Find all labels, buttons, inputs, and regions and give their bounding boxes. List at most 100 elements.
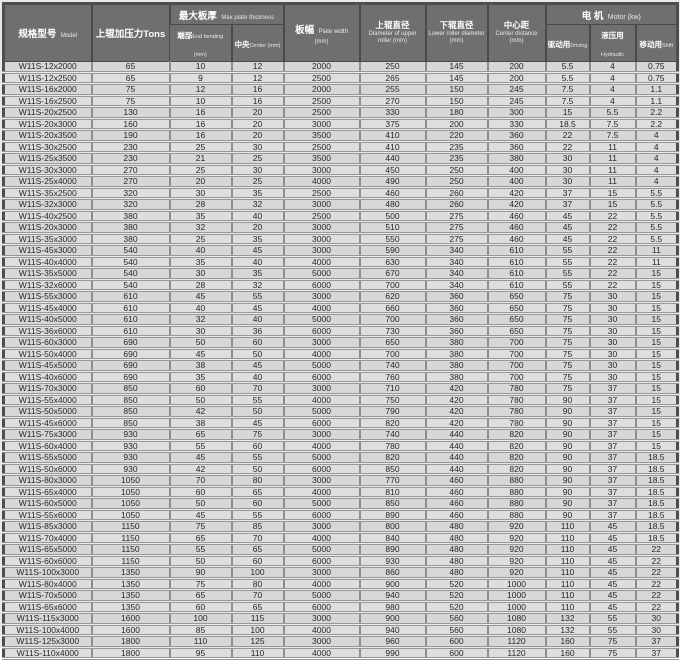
model-cell: W11S-65x4000 [3,486,92,499]
value-cell: 75 [230,428,284,442]
value-cell: 4 [588,72,636,85]
value-cell: 265 [358,72,426,85]
table-row: W11S-65x5000 1150 55 65 5000 890 480 920 110 45 22 [3,543,678,557]
value-cell: 70 [230,532,284,545]
value-cell: 850 [90,405,170,419]
value-cell: 5.5 [634,198,678,212]
value-cell: 380 [90,221,170,235]
value-cell: 40 [230,256,284,269]
value-cell: 45 [588,520,636,534]
table-row: W11S-115x3000 1600 100 115 3000 900 560 1080 132… [3,612,678,626]
value-cell: 15 [634,348,678,361]
model-cell: W11S-75x3000 [3,428,92,442]
value-cell: 1080 [486,612,546,626]
value-cell: 36 [230,325,284,338]
value-cell: 270 [90,164,170,177]
value-cell: 480 [424,543,488,557]
value-cell: 75 [544,382,590,396]
value-cell: 30 [168,325,232,338]
model-cell: W11S-35x5000 [3,267,92,281]
value-cell: 40 [168,302,232,315]
value-cell: 15 [634,440,678,453]
value-cell: 760 [358,371,426,384]
value-cell: 110 [230,647,284,660]
value-cell: 220 [424,129,488,143]
value-cell: 700 [486,371,546,384]
table-row: W11S-50x5000 850 42 50 5000 790 420 780 90 37 15 [3,405,678,419]
value-cell: 37 [588,428,636,442]
value-cell: 45 [544,221,590,235]
header-lower-roller-cn: 下辊直径 [439,20,474,31]
value-cell: 4000 [282,647,360,660]
header-center-distance: 中心距 Center distance (mm) [486,3,547,62]
value-cell: 6000 [282,279,360,292]
value-cell: 28 [168,198,232,212]
table-row: W11S-35x5000 540 30 35 5000 670 340 610 55 22 15 [3,267,678,281]
value-cell: 3000 [282,233,360,246]
value-cell: 37 [588,451,636,465]
value-cell: 22 [588,279,636,292]
value-cell: 780 [358,440,426,453]
value-cell: 45 [168,451,232,465]
model-cell: W11S-20x2500 [3,106,92,120]
table-row: W11S-60x4000 930 55 60 4000 780 440 820 90 37 15 [3,440,678,453]
value-cell: 550 [358,233,426,246]
value-cell: 270 [90,175,170,189]
value-cell: 4 [588,83,636,97]
table-row: W11S-16x2000 75 12 16 2000 255 150 245 7.5 4 1.1 [3,83,678,97]
value-cell: 380 [424,336,488,350]
value-cell: 37 [588,497,636,511]
value-cell: 300 [486,106,546,120]
value-cell: 4000 [282,440,360,453]
value-cell: 880 [486,486,546,499]
value-cell: 4000 [282,624,360,637]
header-upper-roller: 上辊直径 Diameter of upper roller (mm) [358,3,427,62]
value-cell: 10 [168,61,232,74]
model-cell: W11S-50x5000 [3,405,92,419]
value-cell: 90 [544,509,590,522]
value-cell: 37 [588,417,636,430]
value-cell: 5.5 [634,187,678,200]
value-cell: 500 [358,210,426,223]
spec-table-body: W11S-12x2000 65 10 12 2000 250 145 200 5.5 4 0.75 W… [3,61,678,660]
value-cell: 15 [588,187,636,200]
value-cell: 4000 [282,175,360,189]
value-cell: 65 [230,486,284,499]
value-cell: 45 [588,543,636,557]
value-cell: 75 [168,520,232,534]
value-cell: 70 [230,382,284,396]
table-row: W11S-70x5000 1350 65 70 5000 940 520 1000 110 45 2… [3,589,678,603]
value-cell: 22 [588,267,636,281]
table-row: W11S-35x3000 380 25 35 3000 550 275 460 45 22 5.5 [3,233,678,246]
value-cell: 4 [588,61,636,74]
value-cell: 45 [230,359,284,373]
value-cell: 22 [544,129,590,143]
value-cell: 880 [486,509,546,522]
value-cell: 1120 [486,635,546,649]
model-cell: W11S-35x3000 [3,233,92,246]
value-cell: 3000 [282,382,360,396]
value-cell: 22 [588,210,636,223]
table-row: W11S-50x4000 690 45 50 4000 700 380 700 75 30 15 [3,348,678,361]
table-row: W11S-12x2000 65 10 12 2000 250 145 200 5.5 4 0.75 [3,61,678,74]
value-cell: 65 [230,543,284,557]
value-cell: 380 [424,359,488,373]
value-cell: 7.5 [544,83,590,97]
value-cell: 610 [90,290,170,304]
value-cell: 132 [544,612,590,626]
value-cell: 6000 [282,555,360,568]
value-cell: 450 [358,164,426,177]
value-cell: 180 [424,106,488,120]
value-cell: 75 [544,336,590,350]
value-cell: 540 [90,267,170,281]
value-cell: 440 [424,428,488,442]
value-cell: 440 [424,451,488,465]
value-cell: 480 [424,555,488,568]
value-cell: 820 [486,463,546,476]
value-cell: 65 [90,72,170,85]
value-cell: 275 [424,221,488,235]
table-row: W11S-80x3000 1050 70 80 3000 770 460 880 90 37 18.… [3,474,678,488]
value-cell: 890 [358,509,426,522]
model-cell: W11S-16x2000 [3,83,92,97]
value-cell: 32 [230,198,284,212]
